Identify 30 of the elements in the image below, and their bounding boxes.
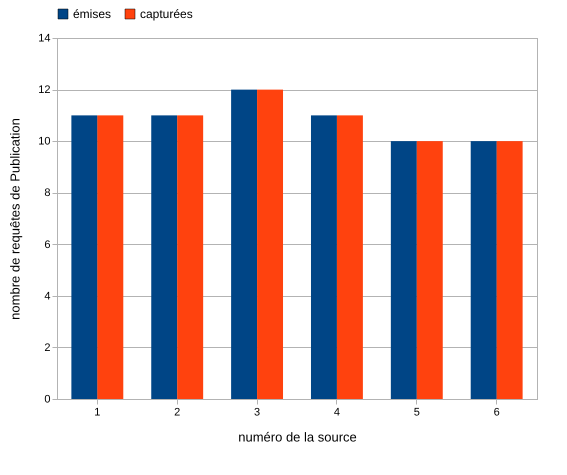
x-tick-label: 1 [94,406,100,418]
y-tick-label: 8 [44,187,50,200]
bar [336,115,363,399]
y-tick-label: 14 [38,32,50,44]
y-tick-label: 12 [38,84,50,96]
y-tick-label: 6 [44,238,50,251]
y-axis-title: nombre de requêtes de Publication [7,118,22,320]
x-tick-label: 2 [174,406,180,418]
y-tick-label: 2 [44,342,50,354]
bar [310,115,337,399]
x-tick-label: 4 [334,406,340,418]
bar [177,115,204,399]
bar [257,90,284,399]
bar [416,141,443,399]
y-tick-label: 10 [38,136,50,148]
bar [71,115,98,399]
bar [151,115,178,399]
y-tick-label: 0 [44,394,50,406]
bar [390,141,417,399]
bar [97,115,124,399]
x-axis-title: numéro de la source [238,430,357,444]
bar [231,90,258,399]
bar [496,141,523,399]
x-tick-label: 3 [254,406,260,418]
legend-label: capturées [140,7,193,21]
x-tick-label: 6 [494,406,500,418]
legend-label: émises [73,7,112,21]
bar [470,141,497,399]
x-tick-label: 5 [414,406,420,418]
y-tick-label: 4 [44,290,50,302]
